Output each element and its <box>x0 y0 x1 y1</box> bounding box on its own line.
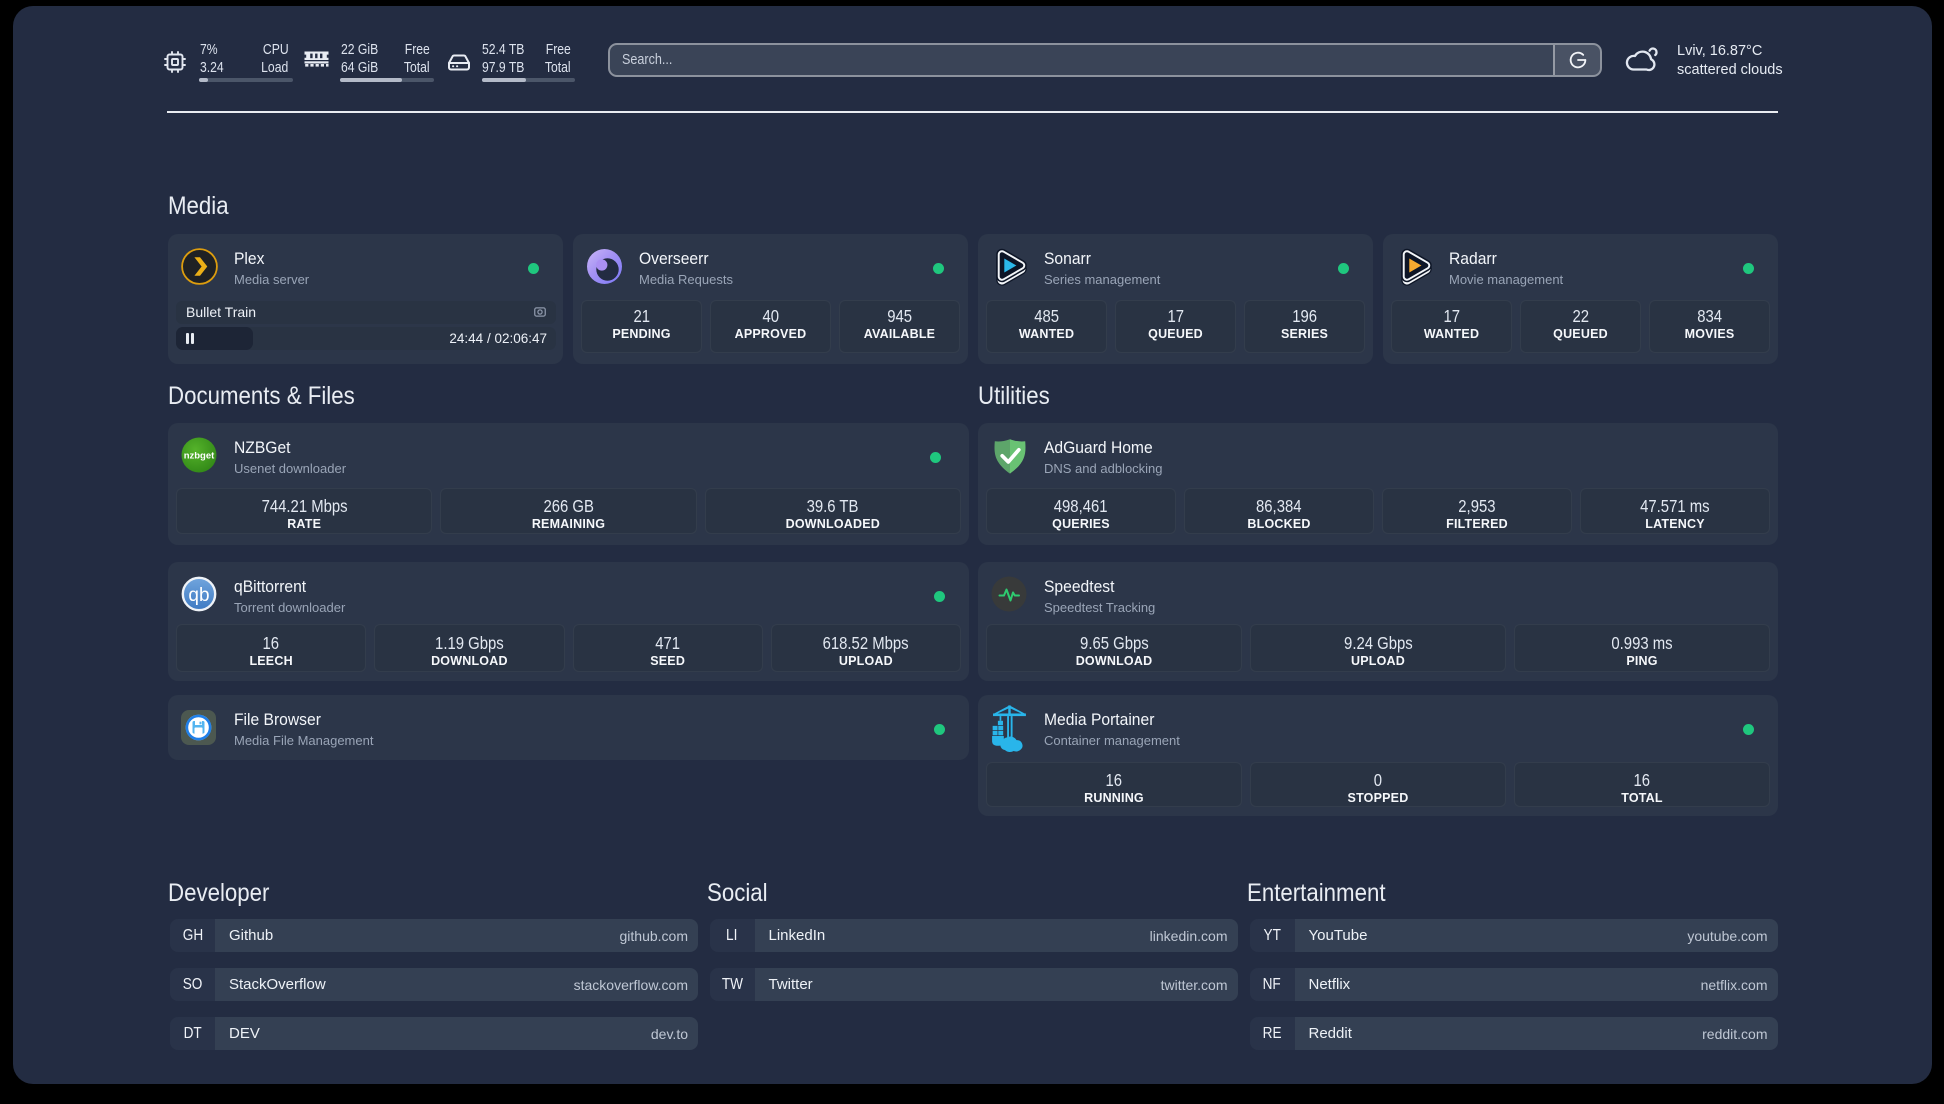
svg-text:qb: qb <box>188 585 209 606</box>
svg-text:nzbget: nzbget <box>184 451 215 462</box>
